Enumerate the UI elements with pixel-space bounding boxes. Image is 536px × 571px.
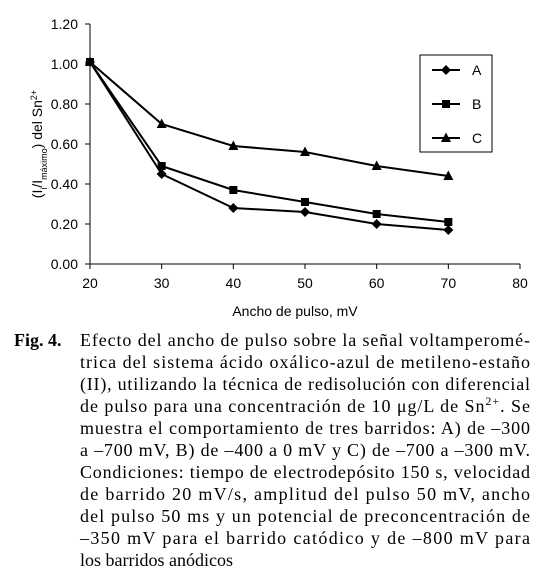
x-tick-label: 30 (154, 275, 170, 291)
y-axis-label-part: (I (29, 190, 45, 199)
marker (441, 132, 451, 142)
caption-text: del pulso 50 ms y un potencial de precon… (80, 506, 530, 526)
caption-text: trica del sistema ácido oxálico-azul de … (80, 352, 530, 372)
marker (301, 198, 309, 206)
series-line (89, 61, 449, 231)
caption-line: –350 mV para el barrido catódico y de –8… (79, 528, 530, 548)
x-tick-label: 70 (441, 275, 457, 291)
x-axis-label: Ancho de pulso, mV (232, 303, 358, 319)
caption-text: –350 mV para el barrido catódico y de –8… (79, 528, 530, 548)
x-tick-label: 50 (297, 275, 313, 291)
marker (156, 118, 167, 128)
marker (371, 219, 382, 229)
marker (85, 56, 95, 66)
marker (228, 140, 239, 150)
caption-line: (II), utilizando la técnica de redisoluc… (80, 374, 530, 395)
caption-line: trica del sistema ácido oxálico-azul de … (80, 352, 530, 372)
marker (300, 146, 310, 156)
marker (300, 207, 310, 217)
caption-line: muestra el comportamiento de tres barrid… (80, 418, 530, 439)
caption-text: (II), utilizando la técnica de redisoluc… (80, 374, 530, 395)
y-tick-label: 0.60 (51, 136, 78, 152)
caption-line: Condiciones: tiempo de electrodepósito 1… (80, 462, 530, 482)
caption-text: 2+ (485, 394, 499, 408)
marker (443, 170, 454, 180)
caption-text: los barridos anódicos (80, 550, 233, 570)
marker (442, 100, 450, 108)
y-axis-label: (Ii/Imáximo) del Sn2+ (29, 90, 49, 198)
caption-line: de barrido 20 mV/s, amplitud del pulso 5… (80, 484, 530, 504)
y-tick-label: 1.00 (51, 56, 78, 72)
marker (157, 162, 166, 170)
y-tick-label: 0.20 (51, 216, 78, 232)
caption-line: Efecto del ancho de pulso sobre la señal… (80, 330, 530, 350)
caption-label: Fig. 4. (14, 330, 62, 350)
legend-label: C (472, 130, 482, 146)
marker (156, 169, 167, 179)
legend-label: B (472, 96, 481, 112)
series-line (89, 61, 449, 223)
caption-text: Condiciones: tiempo de electrodepósito 1… (80, 462, 530, 482)
y-tick-label: 0.00 (51, 256, 78, 272)
caption-line: a –700 mV, B) de –400 a 0 mV y C) de –70… (80, 440, 530, 461)
y-axis-label-part: /I (29, 180, 45, 188)
caption-text: a –700 mV, B) de –400 a 0 mV y C) de –70… (80, 440, 530, 461)
legend: A B C (419, 54, 493, 153)
caption-text: muestra el comportamiento de tres barrid… (80, 418, 530, 439)
x-tick-label: 60 (369, 275, 385, 291)
marker (441, 65, 451, 75)
y-axis-label-part: ) del Sn (29, 100, 45, 148)
caption-line: los barridos anódicos (80, 550, 233, 570)
caption-text: Efecto del ancho de pulso sobre la señal… (80, 330, 530, 350)
caption-text: de barrido 20 mV/s, amplitud del pulso 5… (80, 484, 530, 504)
caption: Fig. 4. Efecto del ancho de pulso sobre l… (14, 330, 530, 570)
x-tick-label: 40 (226, 275, 242, 291)
y-axis-label-part: máximo (39, 148, 49, 180)
y-axis-label-part: i (39, 188, 49, 190)
x-tick-label: 80 (512, 275, 528, 291)
chart: 0.00 0.20 0.40 0.60 0.80 1.00 1.20 20 30 40 50 60 70… (29, 16, 528, 319)
caption-text: de pulso para una concentración de 10 μg… (80, 396, 484, 416)
legend-label: A (472, 62, 482, 78)
y-axis-label-part: 2+ (29, 90, 39, 100)
caption-line: de pulso para una concentración de 10 μg… (80, 394, 530, 416)
marker (372, 210, 381, 218)
marker (371, 160, 382, 170)
y-tick-label: 0.40 (51, 176, 78, 192)
series-line (89, 61, 449, 177)
marker (444, 218, 453, 226)
y-tick-label: 0.80 (51, 96, 78, 112)
x-tick-label: 20 (82, 275, 98, 291)
caption-text: . Se (500, 396, 530, 416)
y-tick-label: 1.20 (51, 16, 78, 32)
caption-line: del pulso 50 ms y un potencial de precon… (80, 506, 530, 526)
marker (228, 203, 239, 213)
marker (443, 225, 454, 235)
marker (229, 186, 238, 194)
